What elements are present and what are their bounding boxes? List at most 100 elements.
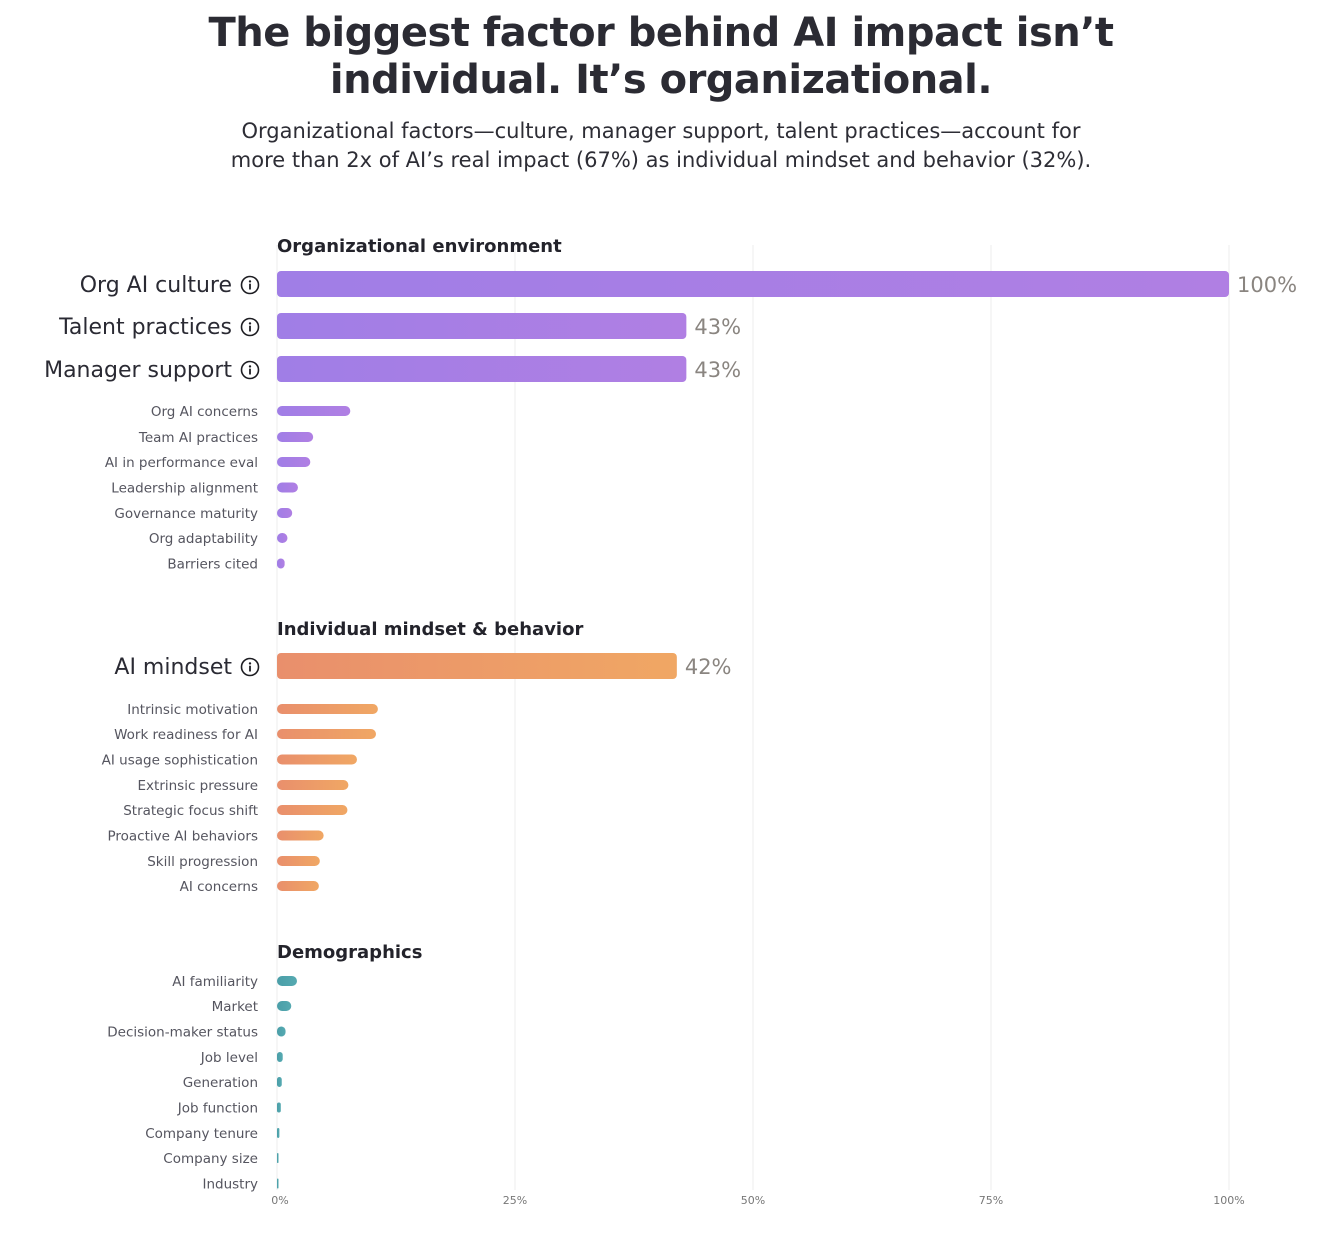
bar-company-size: [277, 1153, 279, 1163]
x-tick-label: 50%: [741, 1194, 765, 1207]
section-heading-individual-mindset-behavior: Individual mindset & behavior: [277, 619, 583, 640]
x-tick-label: 100%: [1213, 1194, 1244, 1207]
info-circle-icon[interactable]: [240, 360, 260, 380]
bar-label: Job level: [200, 1050, 258, 1066]
bar-row-ai-in-performance-eval: AI in performance eval: [105, 455, 311, 471]
bar-label: AI in performance eval: [105, 455, 258, 471]
value-label: 42%: [685, 655, 732, 679]
bar-row-org-adaptability: Org adaptability: [149, 531, 288, 547]
chart-subtitle: Organizational factors—culture, manager …: [0, 117, 1322, 175]
bar-row-industry: Industry: [202, 1177, 279, 1193]
bar-barriers-cited: [277, 558, 285, 569]
bar-label: Org AI culture: [80, 273, 232, 298]
bar-row-ai-concerns: AI concerns: [180, 879, 319, 895]
bar-market: [277, 1001, 292, 1011]
bar-row-work-readiness-for-ai: Work readiness for AI: [114, 727, 377, 743]
bar-row-generation: Generation: [183, 1075, 282, 1091]
bar-row-org-ai-concerns: Org AI concerns: [151, 404, 351, 420]
chart-title-line-2: individual. It’s organizational.: [329, 57, 993, 103]
bar-row-job-function: Job function: [177, 1101, 281, 1117]
bar-row-skill-progression: Skill progression: [147, 854, 320, 870]
bar-label: Job function: [177, 1101, 258, 1117]
chart-subtitle-line-1: Organizational factors—culture, manager …: [241, 119, 1081, 143]
section-heading-organizational-environment: Organizational environment: [277, 236, 562, 257]
chart-subtitle-line-2: more than 2x of AI’s real impact (67%) a…: [230, 148, 1092, 172]
bar-label: Company size: [163, 1151, 258, 1167]
bar-row-org-ai-culture: Org AI culture 100%: [80, 271, 1297, 298]
bar-label: Team AI practices: [138, 430, 258, 446]
value-label: 43%: [694, 358, 741, 382]
bar-org-ai-culture: [277, 271, 1229, 297]
bar-work-readiness-for-ai: [277, 729, 377, 739]
info-circle-icon[interactable]: [240, 317, 260, 337]
info-circle-icon[interactable]: [240, 275, 260, 295]
bar-label: Skill progression: [147, 854, 258, 870]
bar-talent-practices: [277, 313, 687, 339]
bar-label: Extrinsic pressure: [138, 778, 258, 794]
bar-label: Manager support: [44, 358, 232, 383]
bar-proactive-ai-behaviors: [277, 830, 324, 841]
grid-layer: [276, 245, 1230, 1190]
bar-org-ai-concerns: [277, 406, 351, 416]
bar-ai-in-performance-eval: [277, 457, 311, 467]
bar-label: Generation: [183, 1075, 258, 1091]
bar-row-team-ai-practices: Team AI practices: [138, 430, 314, 446]
bar-row-job-level: Job level: [200, 1050, 283, 1066]
bar-row-barriers-cited: Barriers cited: [167, 557, 285, 573]
value-label: 100%: [1237, 273, 1297, 297]
x-tick-label: 75%: [979, 1194, 1003, 1207]
bar-org-adaptability: [277, 533, 288, 543]
bar-label: AI concerns: [180, 879, 258, 895]
x-tick-label: 0%: [271, 1194, 288, 1207]
bar-intrinsic-motivation: [277, 704, 378, 714]
bar-row-company-size: Company size: [163, 1151, 279, 1167]
bar-label: Strategic focus shift: [123, 803, 258, 819]
bar-label: Intrinsic motivation: [127, 702, 258, 718]
bar-label: Leadership alignment: [111, 481, 258, 497]
chart-title: The biggest factor behind AI impact isn’…: [0, 10, 1322, 104]
bar-row-intrinsic-motivation: Intrinsic motivation: [127, 702, 378, 718]
bar-job-function: [277, 1102, 281, 1113]
bar-row-strategic-focus-shift: Strategic focus shift: [123, 803, 348, 819]
bar-ai-mindset: [277, 653, 677, 679]
bar-row-leadership-alignment: Leadership alignment: [111, 481, 298, 497]
bar-label: Decision-maker status: [107, 1025, 258, 1041]
bar-row-ai-usage-sophistication: AI usage sophistication: [102, 753, 357, 769]
bar-label: Barriers cited: [167, 557, 258, 573]
bars-layer: Organizational environment Org AI culture…: [44, 236, 1297, 1193]
bar-label: Work readiness for AI: [114, 727, 258, 743]
bar-row-ai-familiarity: AI familiarity: [172, 974, 297, 990]
bar-ai-familiarity: [277, 976, 297, 986]
section-heading-demographics: Demographics: [277, 942, 422, 963]
bar-row-manager-support: Manager support 43%: [44, 356, 741, 383]
bar-label: Org AI concerns: [151, 404, 258, 420]
bar-skill-progression: [277, 856, 320, 866]
chart-title-line-1: The biggest factor behind AI impact isn’…: [208, 10, 1114, 56]
bar-strategic-focus-shift: [277, 805, 348, 815]
bar-label: AI mindset: [114, 655, 232, 680]
bar-company-tenure: [277, 1128, 280, 1138]
bar-job-level: [277, 1052, 283, 1062]
bar-generation: [277, 1077, 282, 1087]
bar-row-talent-practices: Talent practices 43%: [58, 313, 741, 340]
bar-label: Proactive AI behaviors: [107, 829, 258, 845]
bar-industry: [277, 1178, 279, 1189]
bar-leadership-alignment: [277, 482, 298, 493]
value-label: 43%: [694, 315, 741, 339]
info-circle-icon[interactable]: [240, 657, 260, 677]
bar-label: Governance maturity: [114, 506, 258, 522]
bar-row-ai-mindset: AI mindset 42%: [114, 653, 732, 680]
bar-ai-usage-sophistication: [277, 754, 357, 765]
bar-label: Org adaptability: [149, 531, 258, 547]
bar-ai-concerns: [277, 881, 319, 891]
bar-label: Industry: [202, 1177, 258, 1193]
bar-row-extrinsic-pressure: Extrinsic pressure: [138, 778, 349, 794]
bar-team-ai-practices: [277, 432, 314, 442]
x-tick-label: 25%: [503, 1194, 527, 1207]
bar-label: Market: [212, 999, 258, 1015]
bar-label: AI usage sophistication: [102, 753, 258, 769]
bar-row-governance-maturity: Governance maturity: [114, 506, 293, 522]
bar-governance-maturity: [277, 508, 293, 518]
bar-label: AI familiarity: [172, 974, 258, 990]
